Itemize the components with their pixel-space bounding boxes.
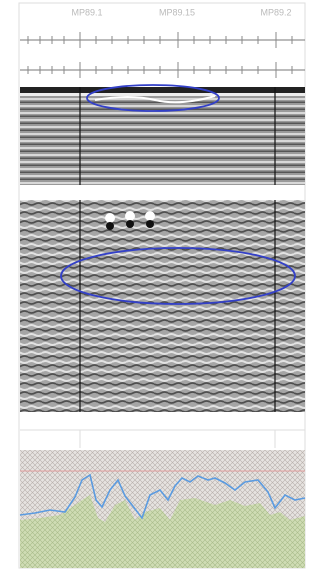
radargram-upper — [20, 85, 305, 185]
milepost-label: MP89.1 — [71, 7, 102, 17]
profile-panel — [20, 450, 305, 568]
milepost-label: MP89.15 — [159, 7, 195, 17]
gpr-screenshot: MP89.1 MP89.15 MP89.2 — [0, 0, 313, 571]
milepost-label: MP89.2 — [260, 7, 291, 17]
radargram-lower — [20, 200, 305, 412]
page: MP89.1 MP89.15 MP89.2 (() => { const dat… — [0, 0, 313, 571]
